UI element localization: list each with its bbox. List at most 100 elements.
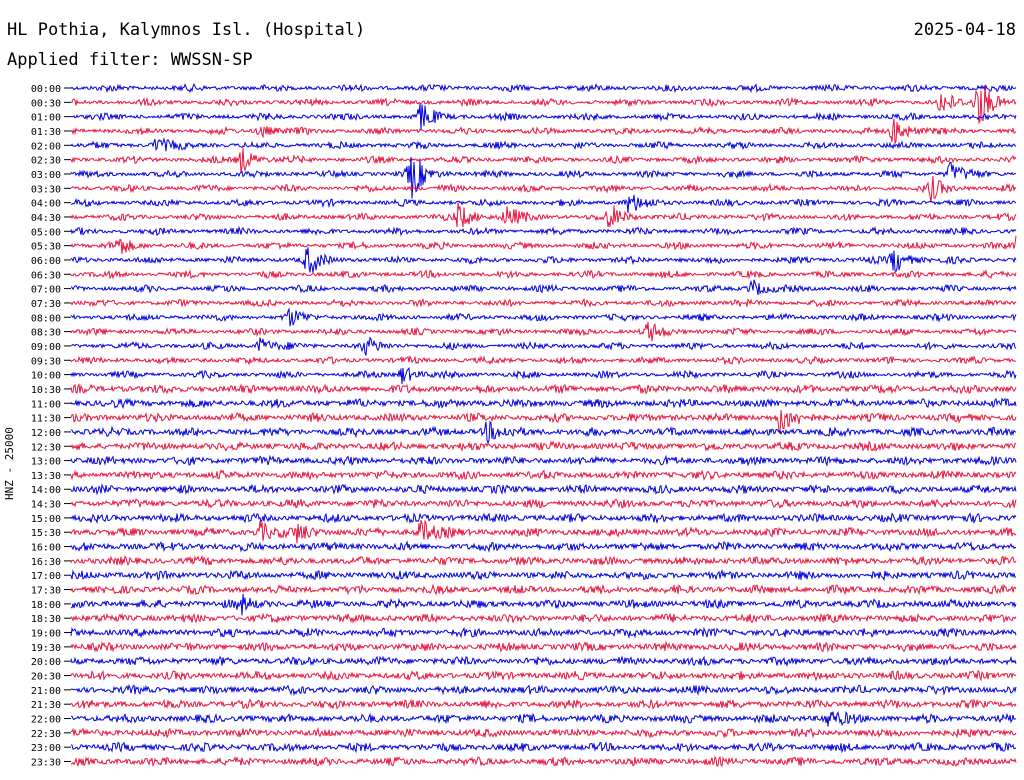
trace-line <box>70 640 1017 653</box>
trace-line <box>70 583 1017 596</box>
row-time-label: 19:00 <box>31 629 61 640</box>
row-time-label: 00:30 <box>31 98 61 109</box>
trace-line <box>70 540 1017 553</box>
trace-line <box>70 354 1017 366</box>
row-time-label: 06:00 <box>31 256 61 267</box>
trace-line <box>70 137 1017 152</box>
trace-line <box>70 440 1017 452</box>
row-time-label: 06:30 <box>31 270 61 281</box>
trace-line <box>70 498 1017 510</box>
row-time-label: 08:00 <box>31 313 61 324</box>
trace-line <box>70 194 1017 214</box>
trace-line <box>70 383 1017 395</box>
row-time-label: 13:30 <box>31 471 61 482</box>
trace-line <box>70 83 1017 94</box>
row-time-label: 14:30 <box>31 500 61 511</box>
row-time-label: 17:30 <box>31 586 61 597</box>
row-time-label: 11:00 <box>31 399 61 410</box>
row-time-label: 07:00 <box>31 285 61 296</box>
trace-line <box>70 366 1017 385</box>
trace-line <box>70 268 1017 280</box>
trace-line <box>70 593 1017 616</box>
row-time-label: 10:30 <box>31 385 61 396</box>
row-time-label: 23:00 <box>31 743 61 754</box>
row-time-label: 04:30 <box>31 213 61 224</box>
row-time-label: 03:00 <box>31 170 61 181</box>
row-time-label: 01:30 <box>31 127 61 138</box>
row-time-label: 17:00 <box>31 571 61 582</box>
row-time-label: 02:00 <box>31 141 61 152</box>
trace-line <box>70 298 1017 308</box>
trace-line <box>70 235 1017 255</box>
row-time-label: 16:30 <box>31 557 61 568</box>
row-time-label: 12:00 <box>31 428 61 439</box>
row-time-label: 05:00 <box>31 227 61 238</box>
trace-line <box>70 279 1017 296</box>
row-time-label: 23:30 <box>31 758 61 769</box>
trace-line <box>70 322 1017 342</box>
row-time-label: 14:00 <box>31 485 61 496</box>
trace-line <box>70 118 1017 144</box>
trace-line <box>70 612 1017 625</box>
trace-line <box>70 247 1017 273</box>
trace-line <box>70 710 1016 727</box>
trace-line <box>70 568 1017 582</box>
trace-line <box>70 741 1017 754</box>
trace-line <box>70 410 1017 434</box>
row-time-label: 18:00 <box>31 600 61 611</box>
row-time-label: 11:30 <box>31 414 61 425</box>
trace-line <box>70 85 1017 125</box>
row-time-label: 16:00 <box>31 543 61 554</box>
row-time-label: 21:00 <box>31 686 61 697</box>
trace-line <box>70 469 1017 481</box>
trace-line <box>70 726 1017 739</box>
trace-line <box>70 670 1017 682</box>
trace-line <box>70 420 1017 445</box>
station-title: HL Pothia, Kalymnos Isl. (Hospital) <box>7 20 366 40</box>
row-time-label: 09:30 <box>31 356 61 367</box>
trace-line <box>70 655 1017 668</box>
trace-line <box>70 156 1017 199</box>
trace-line <box>70 103 1017 131</box>
trace-line <box>70 512 1017 525</box>
row-time-label: 20:00 <box>31 657 61 668</box>
trace-line <box>70 554 1017 567</box>
row-time-label: 03:30 <box>31 184 61 195</box>
row-time-label: 19:30 <box>31 643 61 654</box>
row-time-label: 20:30 <box>31 672 61 683</box>
row-time-label: 22:30 <box>31 729 61 740</box>
row-time-label: 07:30 <box>31 299 61 310</box>
row-time-label: 13:00 <box>31 457 61 468</box>
row-time-label: 05:30 <box>31 242 61 253</box>
trace-line <box>70 454 1017 467</box>
trace-line <box>70 519 1017 544</box>
row-time-label: 15:30 <box>31 528 61 539</box>
row-time-label: 04:00 <box>31 199 61 210</box>
row-time-label: 02:30 <box>31 156 61 167</box>
trace-line <box>70 483 1017 496</box>
trace-line <box>70 626 1017 639</box>
filter-label: Applied filter: WWSSN-SP <box>7 50 253 70</box>
trace-line <box>70 698 1017 710</box>
row-time-label: 21:30 <box>31 700 61 711</box>
row-time-label: 10:00 <box>31 371 61 382</box>
plot-date: 2025-04-18 <box>913 20 1016 40</box>
trace-line <box>70 684 1017 697</box>
trace-line <box>70 147 1017 173</box>
trace-line <box>70 397 1017 410</box>
trace-line <box>70 175 1017 203</box>
row-time-label: 22:00 <box>31 715 61 726</box>
row-time-label: 15:00 <box>31 514 61 525</box>
row-time-label: 18:30 <box>31 614 61 625</box>
trace-line <box>70 225 1017 237</box>
trace-line <box>70 307 1017 327</box>
trace-line <box>70 202 1017 228</box>
row-time-label: 08:30 <box>31 328 61 339</box>
trace-line <box>70 755 1017 768</box>
row-time-label: 00:00 <box>31 84 61 95</box>
row-time-label: 12:30 <box>31 442 61 453</box>
row-time-label: 01:00 <box>31 113 61 124</box>
trace-line <box>70 336 1017 356</box>
row-time-label: 09:00 <box>31 342 61 353</box>
